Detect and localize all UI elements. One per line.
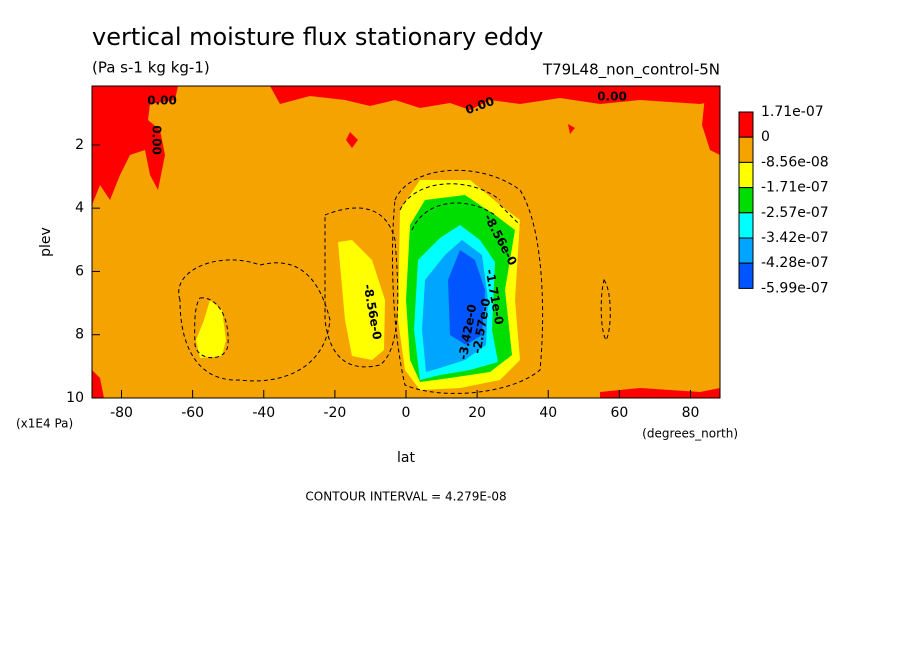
y-axis-units: (x1E4 Pa) [16,417,73,431]
y-tick-label: 8 [75,327,84,343]
contour-line [600,278,611,341]
colorbar-label: -1.71e-07 [761,180,829,196]
colorbar-swatch [738,111,754,138]
contour-label: 0.00 [150,125,164,155]
colorbar-swatch [738,262,754,289]
contour-label: 0.00 [597,90,627,104]
y-axis-label: plev [38,227,54,257]
x-tick-label: -60 [181,405,204,421]
colorbar-label: -3.42e-07 [761,230,829,246]
colorbar-swatch [738,161,754,189]
y-tick-label: 4 [75,200,84,216]
contour-fill [92,86,178,205]
x-tick-label: 80 [682,405,700,421]
colorbar-label: 1.71e-07 [761,104,824,120]
dataset-label: T79L48_non_control-5N [542,61,720,80]
contour-label: 0.00 [147,94,177,108]
contour-line [399,183,521,231]
contour-fill [270,86,720,110]
colorbar-swatch [738,212,754,239]
footer-note: CONTOUR INTERVAL = 4.279E-08 [305,490,506,504]
contour-fill [196,300,226,358]
y-tick-label: 10 [66,390,84,406]
colorbar-label: 0 [761,129,770,145]
contour-line [178,259,331,382]
chart-title: vertical moisture flux stationary eddy [92,23,543,51]
contour-fill [568,124,575,134]
x-tick-label: 40 [539,405,557,421]
x-tick-label: -40 [252,405,275,421]
contour-fill [448,250,485,345]
contour-fill [338,240,385,360]
contour-fill [702,92,720,155]
colorbar-swatch [738,136,754,163]
contour-line [392,169,544,394]
x-axis-units: (degrees_north) [642,427,738,441]
contour-fill [92,370,104,398]
contour-line [194,297,229,359]
colorbar-label: -8.56e-08 [761,154,829,170]
colorbar-label: -5.99e-07 [761,280,829,296]
y-tick-label: 6 [75,263,84,279]
plot-area: 0.00 0.00 0.00 0.00 -8.56e-0 -8.56e-0 -1… [91,85,721,399]
x-tick-label: 20 [468,405,486,421]
contour-line [324,207,399,368]
x-axis-label: lat [397,450,415,466]
colorbar-label: -2.57e-07 [761,205,829,221]
colorbar-label: -4.28e-07 [761,255,829,271]
colorbar-swatch [738,187,754,214]
x-tick-label: 60 [610,405,628,421]
contour-fill [346,132,358,148]
chart-subtitle: (Pa s-1 kg kg-1) [92,59,210,77]
x-tick-label: -80 [110,405,133,421]
x-tick-label: -20 [323,405,346,421]
x-tick-label: 0 [402,405,411,421]
colorbar-swatch [738,237,754,264]
y-tick-label: 2 [75,137,84,153]
